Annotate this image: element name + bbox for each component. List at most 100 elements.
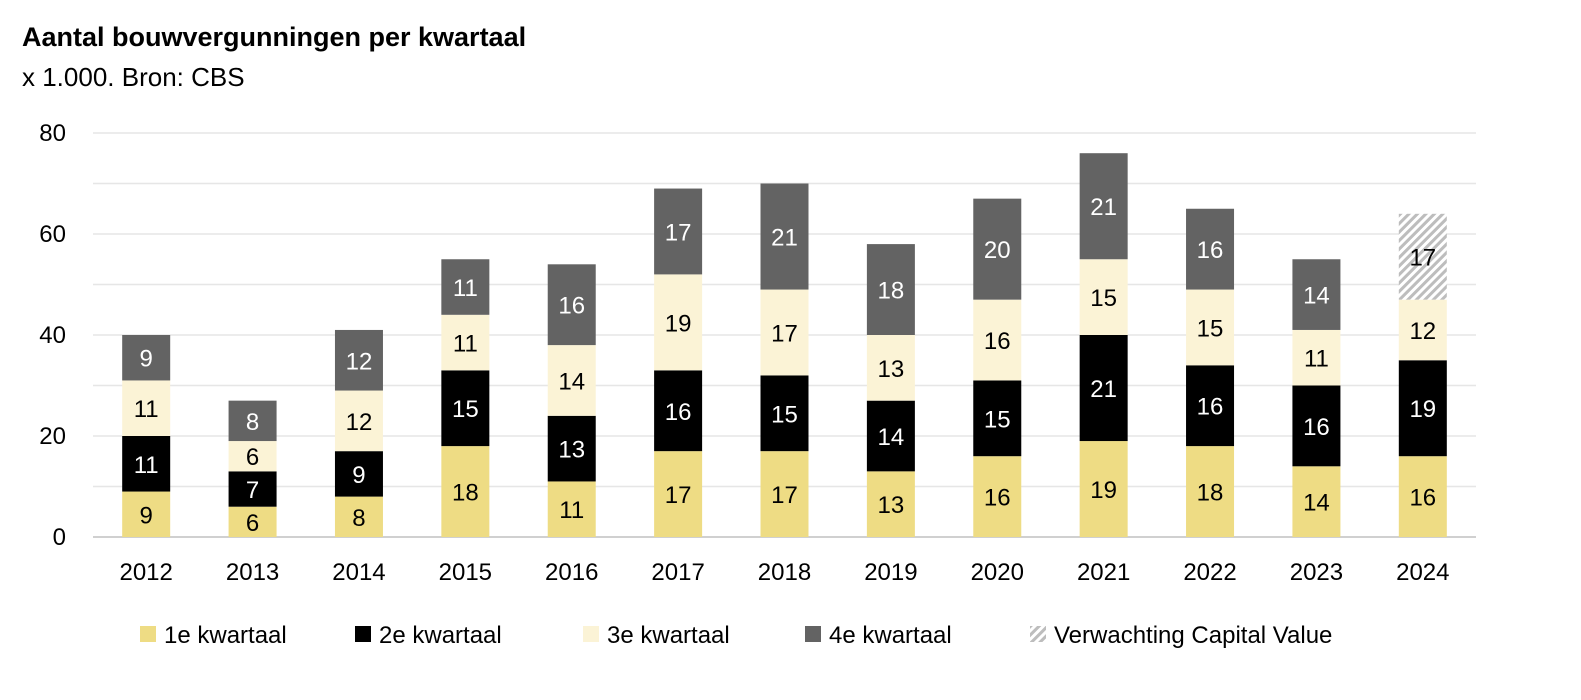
data-label: 15 [1090, 285, 1117, 312]
data-label: 11 [134, 452, 159, 479]
data-label: 17 [665, 219, 692, 246]
data-label: 14 [878, 424, 905, 451]
bar-segment [122, 335, 171, 381]
data-label: 16 [558, 293, 585, 320]
data-label: 9 [140, 502, 153, 529]
bar-segment [760, 183, 809, 290]
y-tick-label: 60 [39, 221, 66, 248]
legend-swatch [355, 626, 371, 642]
bar-segment [760, 375, 809, 452]
data-label: 14 [1303, 283, 1330, 310]
data-label: 18 [452, 480, 479, 507]
legend-swatch [1030, 626, 1046, 642]
bar-segment [973, 380, 1022, 457]
data-label: 13 [878, 492, 905, 519]
x-tick-label: 2018 [758, 559, 811, 586]
bar-segment [1186, 446, 1235, 537]
bar-segment [1292, 385, 1341, 467]
legend-swatch [140, 626, 156, 642]
data-label: 11 [134, 396, 159, 423]
bar-segment [547, 345, 596, 416]
data-label: 14 [558, 368, 585, 395]
data-label: 7 [246, 477, 259, 504]
bar-segment [122, 436, 171, 492]
data-label: 15 [452, 396, 479, 423]
data-label: 11 [559, 497, 584, 524]
x-tick-label: 2020 [971, 559, 1024, 586]
data-label: 8 [246, 409, 259, 436]
data-label: 17 [1409, 245, 1436, 272]
bar-segment [122, 491, 171, 537]
x-tick-label: 2022 [1183, 559, 1236, 586]
bar-segment [866, 400, 915, 472]
bar-segment [866, 244, 915, 335]
legend-label: 3e kwartaal [607, 622, 730, 649]
bar-segment [654, 274, 703, 371]
bar-segment [654, 370, 703, 452]
data-label: 17 [665, 482, 692, 509]
bar-segment [228, 441, 277, 472]
data-label: 21 [771, 225, 798, 252]
data-label: 11 [1304, 346, 1329, 373]
bar-segment [1292, 259, 1341, 330]
bar-segment [1398, 213, 1447, 300]
bar-segment [973, 198, 1022, 300]
bar-segment [973, 456, 1022, 537]
data-label: 9 [140, 346, 153, 373]
y-tick-label: 80 [39, 120, 66, 147]
data-label: 11 [453, 275, 478, 302]
x-tick-label: 2021 [1077, 559, 1130, 586]
data-label: 18 [878, 278, 905, 305]
data-label: 16 [1303, 414, 1330, 441]
data-label: 19 [1409, 396, 1436, 423]
bar-segment [547, 481, 596, 537]
data-label: 13 [878, 356, 905, 383]
data-label: 17 [771, 482, 798, 509]
bar-segment [1079, 153, 1128, 260]
bar-segment [1292, 329, 1341, 386]
bar-segment [334, 390, 383, 452]
data-label: 9 [352, 462, 365, 489]
data-label: 17 [771, 320, 798, 347]
bar-segment [228, 400, 277, 442]
x-tick-label: 2014 [332, 559, 385, 586]
data-label: 8 [352, 505, 365, 532]
bar-segment [1186, 289, 1235, 366]
bar-segment [441, 314, 490, 371]
x-tick-label: 2019 [864, 559, 917, 586]
bar-segment [1398, 456, 1447, 537]
x-tick-label: 2013 [226, 559, 279, 586]
bar-segment [1186, 365, 1235, 447]
legend-label: 2e kwartaal [379, 622, 502, 649]
y-tick-label: 0 [53, 524, 66, 551]
legend-label: 1e kwartaal [164, 622, 287, 649]
bar-segment [654, 188, 703, 275]
data-label: 16 [1409, 485, 1436, 512]
data-label: 21 [1090, 194, 1117, 221]
bar-segment [654, 451, 703, 537]
bar-segment [760, 451, 809, 537]
legend-swatch [583, 626, 599, 642]
y-tick-label: 20 [39, 423, 66, 450]
bar-segment [228, 506, 277, 537]
data-label: 12 [1409, 318, 1436, 345]
bar-segment [973, 299, 1022, 381]
legend-label: Verwachting Capital Value [1054, 622, 1332, 649]
bar-segment [1398, 360, 1447, 457]
data-label: 16 [1197, 237, 1224, 264]
data-label: 16 [1197, 394, 1224, 421]
chart-title: Aantal bouwvergunningen per kwartaal [22, 22, 526, 52]
data-label: 14 [1303, 490, 1330, 517]
bar-segment [1398, 299, 1447, 361]
bar-segment [441, 259, 490, 315]
data-label: 6 [246, 444, 259, 471]
x-tick-label: 2016 [545, 559, 598, 586]
bar-segment [122, 380, 171, 436]
data-label: 11 [453, 331, 478, 358]
x-tick-label: 2015 [439, 559, 492, 586]
bar-segment [760, 289, 809, 376]
data-label: 16 [984, 485, 1011, 512]
data-label: 15 [1197, 315, 1224, 342]
data-label: 19 [665, 310, 692, 337]
